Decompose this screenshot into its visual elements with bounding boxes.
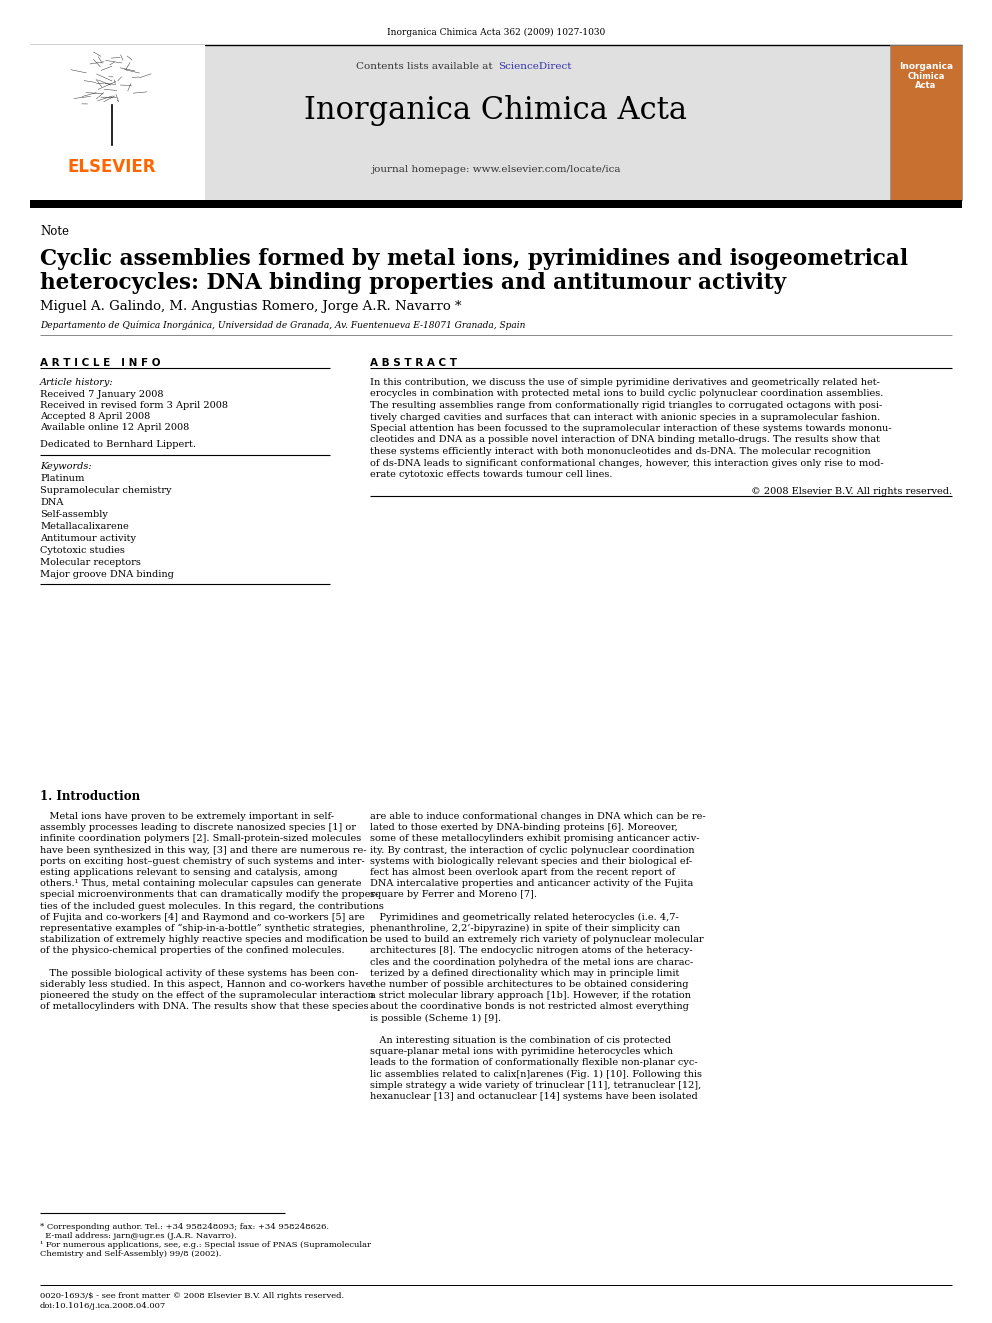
Text: architectures [8]. The endocyclic nitrogen atoms of the heteracy-: architectures [8]. The endocyclic nitrog…: [370, 946, 692, 955]
Text: terized by a defined directionality which may in principle limit: terized by a defined directionality whic…: [370, 968, 680, 978]
Text: pioneered the study on the effect of the supramolecular interaction: pioneered the study on the effect of the…: [40, 991, 374, 1000]
Text: of the physico-chemical properties of the confined molecules.: of the physico-chemical properties of th…: [40, 946, 344, 955]
Text: are able to induce conformational changes in DNA which can be re-: are able to induce conformational change…: [370, 812, 705, 822]
Text: Article history:: Article history:: [40, 378, 114, 388]
Bar: [205, 45, 890, 200]
Text: assembly processes leading to discrete nanosized species [1] or: assembly processes leading to discrete n…: [40, 823, 356, 832]
Text: simple strategy a wide variety of trinuclear [11], tetranuclear [12],: simple strategy a wide variety of trinuc…: [370, 1081, 701, 1090]
Text: phenanthroline, 2,2’-bipyrazine) in spite of their simplicity can: phenanthroline, 2,2’-bipyrazine) in spit…: [370, 923, 681, 933]
Text: Departamento de Química Inorgánica, Universidad de Granada, Av. Fuentenueva E-18: Departamento de Química Inorgánica, Univ…: [40, 320, 526, 329]
Bar: [890, 45, 962, 200]
Text: siderably less studied. In this aspect, Hannon and co-workers have: siderably less studied. In this aspect, …: [40, 980, 371, 990]
Text: some of these metallocylinders exhibit promising anticancer activ-: some of these metallocylinders exhibit p…: [370, 835, 699, 843]
Text: square by Ferrer and Moreno [7].: square by Ferrer and Moreno [7].: [370, 890, 537, 900]
Text: lic assemblies related to calix[n]arenes (Fig. 1) [10]. Following this: lic assemblies related to calix[n]arenes…: [370, 1069, 702, 1078]
Text: Supramolecular chemistry: Supramolecular chemistry: [40, 486, 172, 495]
Text: Antitumour activity: Antitumour activity: [40, 534, 136, 542]
Text: Accepted 8 April 2008: Accepted 8 April 2008: [40, 411, 150, 421]
Bar: [30, 45, 205, 200]
Text: Cyclic assemblies formed by metal ions, pyrimidines and isogeometrical: Cyclic assemblies formed by metal ions, …: [40, 247, 908, 270]
Text: DNA intercalative properties and anticancer activity of the Fujita: DNA intercalative properties and antican…: [370, 880, 693, 888]
Text: is possible (Scheme 1) [9].: is possible (Scheme 1) [9].: [370, 1013, 501, 1023]
Text: Note: Note: [40, 225, 69, 238]
Text: Pyrimidines and geometrically related heterocycles (i.e. 4,7-: Pyrimidines and geometrically related he…: [370, 913, 679, 922]
Text: Special attention has been focussed to the supramolecular interaction of these s: Special attention has been focussed to t…: [370, 423, 892, 433]
Text: the number of possible architectures to be obtained considering: the number of possible architectures to …: [370, 980, 688, 990]
Text: tively charged cavities and surfaces that can interact with anionic species in a: tively charged cavities and surfaces tha…: [370, 413, 880, 422]
Text: representative examples of “ship-in-a-bottle” synthetic strategies,: representative examples of “ship-in-a-bo…: [40, 923, 365, 933]
Text: In this contribution, we discuss the use of simple pyrimidine derivatives and ge: In this contribution, we discuss the use…: [370, 378, 880, 388]
Text: ELSEVIER: ELSEVIER: [67, 157, 157, 176]
Text: others.¹ Thus, metal containing molecular capsules can generate: others.¹ Thus, metal containing molecula…: [40, 880, 361, 888]
Text: Major groove DNA binding: Major groove DNA binding: [40, 570, 174, 579]
Text: Self-assembly: Self-assembly: [40, 509, 108, 519]
Text: these systems efficiently interact with both mononucleotides and ds-DNA. The mol: these systems efficiently interact with …: [370, 447, 871, 456]
Text: systems with biologically relevant species and their biological ef-: systems with biologically relevant speci…: [370, 857, 692, 865]
Text: Received in revised form 3 April 2008: Received in revised form 3 April 2008: [40, 401, 228, 410]
Text: Contents lists available at: Contents lists available at: [356, 62, 496, 71]
Text: fect has almost been overlook apart from the recent report of: fect has almost been overlook apart from…: [370, 868, 676, 877]
Text: Molecular receptors: Molecular receptors: [40, 558, 141, 568]
Text: a strict molecular library approach [1b]. However, if the rotation: a strict molecular library approach [1b]…: [370, 991, 690, 1000]
Text: Miguel A. Galindo, M. Angustias Romero, Jorge A.R. Navarro *: Miguel A. Galindo, M. Angustias Romero, …: [40, 300, 461, 314]
Text: ScienceDirect: ScienceDirect: [498, 62, 571, 71]
Text: stabilization of extremely highly reactive species and modification: stabilization of extremely highly reacti…: [40, 935, 368, 945]
Text: of metallocylinders with DNA. The results show that these species: of metallocylinders with DNA. The result…: [40, 1003, 368, 1011]
Text: of Fujita and co-workers [4] and Raymond and co-workers [5] are: of Fujita and co-workers [4] and Raymond…: [40, 913, 365, 922]
Text: ity. By contrast, the interaction of cyclic polynuclear coordination: ity. By contrast, the interaction of cyc…: [370, 845, 694, 855]
Text: leads to the formation of conformationally flexible non-planar cyc-: leads to the formation of conformational…: [370, 1058, 697, 1068]
Text: be used to build an extremely rich variety of polynuclear molecular: be used to build an extremely rich varie…: [370, 935, 703, 945]
Text: cles and the coordination polyhedra of the metal ions are charac-: cles and the coordination polyhedra of t…: [370, 958, 693, 967]
Text: * Corresponding author. Tel.: +34 958248093; fax: +34 958248626.: * Corresponding author. Tel.: +34 958248…: [40, 1222, 329, 1230]
Text: journal homepage: www.elsevier.com/locate/ica: journal homepage: www.elsevier.com/locat…: [371, 165, 621, 175]
Text: cleotides and DNA as a possible novel interaction of DNA binding metallo-drugs. : cleotides and DNA as a possible novel in…: [370, 435, 880, 445]
Text: Metallacalixarene: Metallacalixarene: [40, 523, 129, 531]
Text: Acta: Acta: [916, 81, 936, 90]
Text: Chemistry and Self-Assembly) 99/8 (2002).: Chemistry and Self-Assembly) 99/8 (2002)…: [40, 1250, 221, 1258]
Text: heterocycles: DNA binding properties and antitumour activity: heterocycles: DNA binding properties and…: [40, 273, 786, 294]
Text: erocycles in combination with protected metal ions to build cyclic polynuclear c: erocycles in combination with protected …: [370, 389, 883, 398]
Text: An interesting situation is the combination of cis protected: An interesting situation is the combinat…: [370, 1036, 671, 1045]
Text: special microenvironments that can dramatically modify the proper-: special microenvironments that can drama…: [40, 890, 378, 900]
Text: Inorganica Chimica Acta: Inorganica Chimica Acta: [305, 95, 687, 126]
Text: of ds-DNA leads to significant conformational changes, however, this interaction: of ds-DNA leads to significant conformat…: [370, 459, 884, 467]
Text: E-mail address: jarn@ugr.es (J.A.R. Navarro).: E-mail address: jarn@ugr.es (J.A.R. Nava…: [40, 1232, 237, 1240]
Text: Inorganica: Inorganica: [899, 62, 953, 71]
Text: infinite coordination polymers [2]. Small-protein-sized molecules: infinite coordination polymers [2]. Smal…: [40, 835, 361, 843]
Text: Platinum: Platinum: [40, 474, 84, 483]
Text: The resulting assemblies range from conformationally rigid triangles to corrugat: The resulting assemblies range from conf…: [370, 401, 882, 410]
Text: © 2008 Elsevier B.V. All rights reserved.: © 2008 Elsevier B.V. All rights reserved…: [751, 487, 952, 496]
Text: Chimica: Chimica: [908, 71, 944, 81]
Text: about the coordinative bonds is not restricted almost everything: about the coordinative bonds is not rest…: [370, 1003, 688, 1011]
Text: A B S T R A C T: A B S T R A C T: [370, 359, 457, 368]
Text: esting applications relevant to sensing and catalysis, among: esting applications relevant to sensing …: [40, 868, 337, 877]
Text: ports on exciting host–guest chemistry of such systems and inter-: ports on exciting host–guest chemistry o…: [40, 857, 365, 865]
Text: Cytotoxic studies: Cytotoxic studies: [40, 546, 125, 556]
Text: square-planar metal ions with pyrimidine heterocycles which: square-planar metal ions with pyrimidine…: [370, 1048, 673, 1056]
Text: erate cytotoxic effects towards tumour cell lines.: erate cytotoxic effects towards tumour c…: [370, 470, 612, 479]
Text: ties of the included guest molecules. In this regard, the contributions: ties of the included guest molecules. In…: [40, 901, 384, 910]
Text: Metal ions have proven to be extremely important in self-: Metal ions have proven to be extremely i…: [40, 812, 334, 822]
Text: doi:10.1016/j.ica.2008.04.007: doi:10.1016/j.ica.2008.04.007: [40, 1302, 167, 1310]
Text: have been synthesized in this way, [3] and there are numerous re-: have been synthesized in this way, [3] a…: [40, 845, 366, 855]
Text: Keywords:: Keywords:: [40, 462, 91, 471]
Text: Available online 12 April 2008: Available online 12 April 2008: [40, 423, 189, 433]
Text: Dedicated to Bernhard Lippert.: Dedicated to Bernhard Lippert.: [40, 441, 196, 448]
Text: The possible biological activity of these systems has been con-: The possible biological activity of thes…: [40, 968, 358, 978]
Text: lated to those exerted by DNA-binding proteins [6]. Moreover,: lated to those exerted by DNA-binding pr…: [370, 823, 678, 832]
Text: hexanuclear [13] and octanuclear [14] systems have been isolated: hexanuclear [13] and octanuclear [14] sy…: [370, 1091, 697, 1101]
Text: Inorganica Chimica Acta 362 (2009) 1027-1030: Inorganica Chimica Acta 362 (2009) 1027-…: [387, 28, 605, 37]
Text: ¹ For numerous applications, see, e.g.: Special issue of PNAS (Supramolecular: ¹ For numerous applications, see, e.g.: …: [40, 1241, 371, 1249]
Text: Received 7 January 2008: Received 7 January 2008: [40, 390, 164, 400]
Text: 1. Introduction: 1. Introduction: [40, 790, 140, 803]
Text: DNA: DNA: [40, 497, 63, 507]
Bar: [30, 200, 962, 208]
Text: 0020-1693/$ - see front matter © 2008 Elsevier B.V. All rights reserved.: 0020-1693/$ - see front matter © 2008 El…: [40, 1293, 344, 1301]
Text: A R T I C L E   I N F O: A R T I C L E I N F O: [40, 359, 161, 368]
